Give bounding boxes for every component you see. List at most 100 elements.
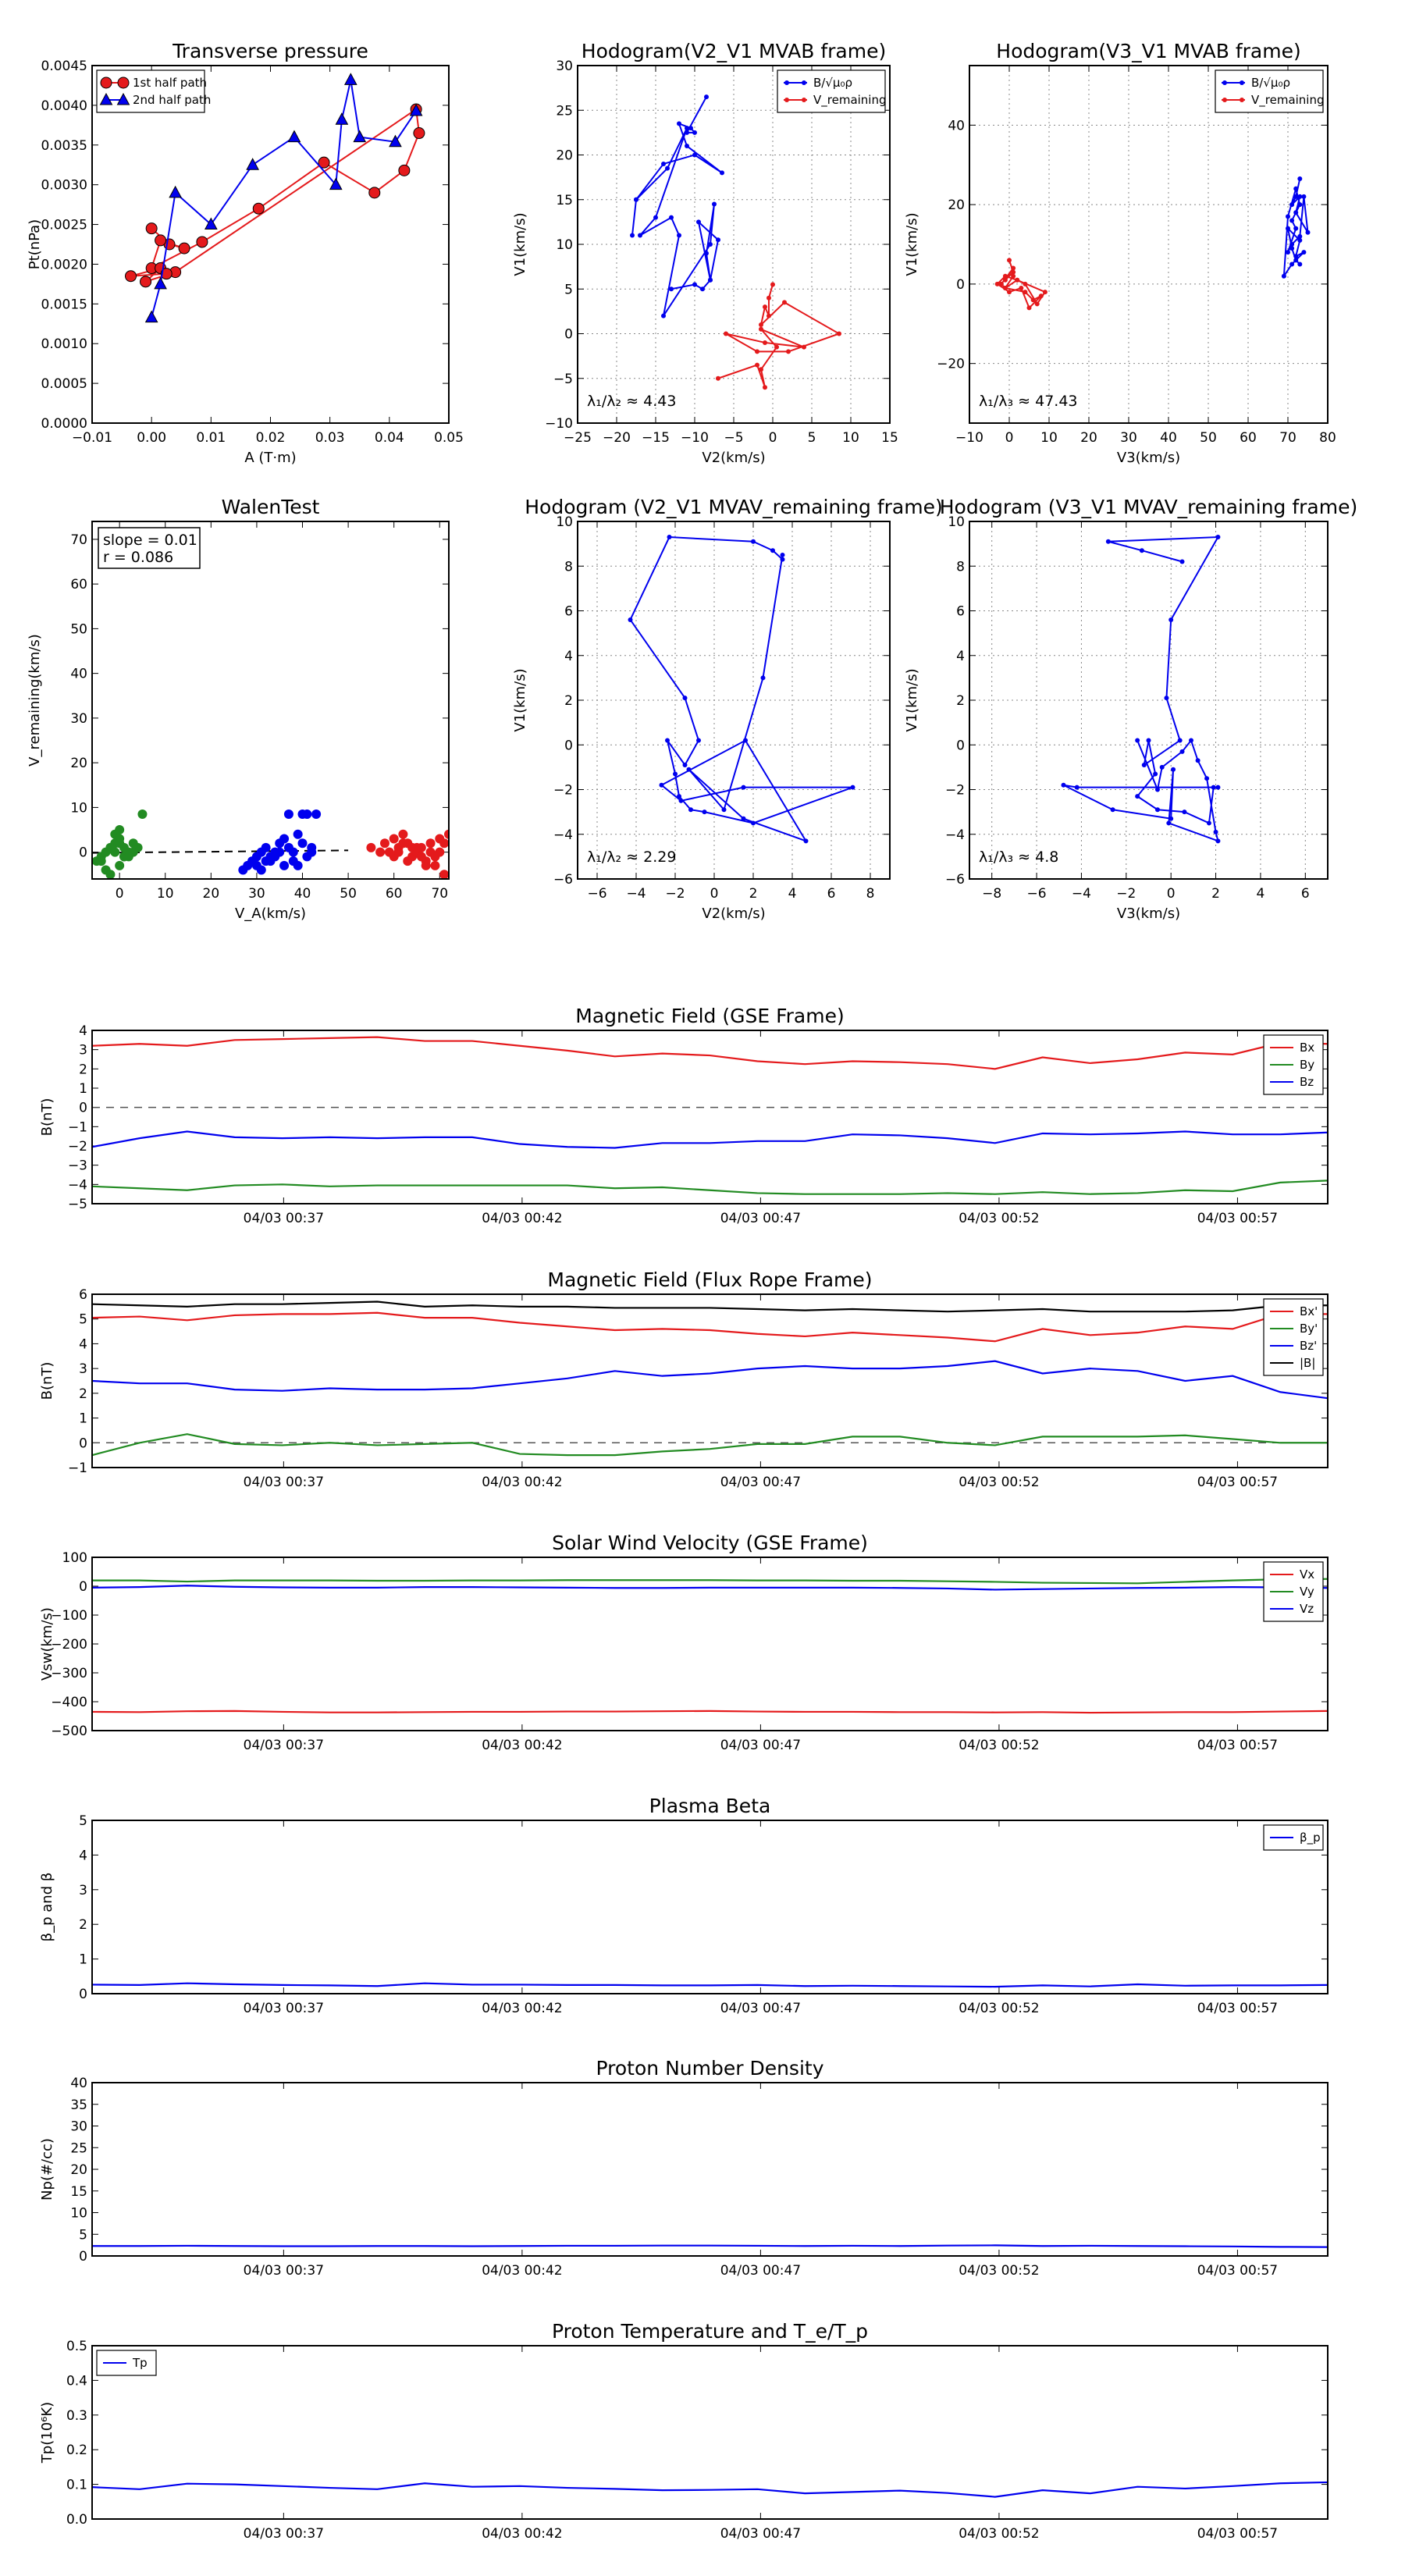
y-tick-label: 6 <box>956 604 965 620</box>
data-point <box>1002 277 1008 283</box>
chart-title: WalenTest <box>222 496 320 518</box>
legend-label: Tp <box>132 2356 148 2370</box>
y-tick-label: 40 <box>948 118 965 133</box>
x-tick-label: −25 <box>564 430 592 446</box>
y-tick-label: −2 <box>945 783 965 799</box>
data-point <box>160 268 173 280</box>
x-tick-label: 40 <box>294 886 311 902</box>
data-point <box>678 798 684 803</box>
y-tick-label: 20 <box>948 197 965 213</box>
data-point <box>204 217 218 230</box>
data-point <box>1297 176 1303 182</box>
x-tick-label: 04/03 00:57 <box>1197 1738 1278 1753</box>
data-point <box>1297 194 1303 199</box>
y-tick-label: −6 <box>945 872 965 888</box>
x-tick-label: 0 <box>769 430 777 446</box>
x-tick-label: 2 <box>749 886 758 902</box>
y-tick-label: 100 <box>62 1550 87 1566</box>
series-bx <box>92 1311 1328 1343</box>
y-tick-label: 35 <box>70 2097 87 2113</box>
y-tick-label: 2 <box>79 1917 87 1933</box>
y-tick-label: −4 <box>68 1177 87 1193</box>
chart-np: Proton Number Density 04/03 00:37 04/03 00… <box>39 2057 1329 2279</box>
data-point <box>677 233 681 238</box>
y-tick-label: −5 <box>553 372 573 387</box>
y-tick-label: 25 <box>556 103 573 119</box>
x-tick-label: −2 <box>665 886 685 902</box>
plot-frame <box>91 2345 1329 2520</box>
x-tick-label: 0.03 <box>315 430 345 446</box>
y-axis-label: V1(km/s) <box>512 668 528 731</box>
data-point <box>279 834 290 844</box>
x-tick-label: 04/03 00:52 <box>959 1211 1039 1226</box>
series-line <box>92 1300 1328 1313</box>
chart-tp: Transverse pressure −0.01 0.00 0.01 0.02 0.03… <box>27 40 464 466</box>
legend-marker <box>99 92 113 105</box>
data-point <box>669 215 674 220</box>
data-point <box>696 219 701 225</box>
data-point <box>1171 767 1176 772</box>
legend-marker <box>784 98 789 102</box>
y-tick-label: 0 <box>79 1436 87 1451</box>
x-tick-label: −5 <box>724 430 743 446</box>
data-point <box>403 856 413 866</box>
data-point <box>1206 820 1211 826</box>
x-tick-label: −0.01 <box>72 430 112 446</box>
y-tick-label: 5 <box>564 282 573 297</box>
y-tick-label: 3 <box>79 1361 87 1377</box>
y-tick-label: 0 <box>79 1579 87 1595</box>
y-tick-label: 0.0015 <box>41 297 87 312</box>
y-tick-label: 30 <box>556 59 573 74</box>
chart-title: Transverse pressure <box>172 40 368 62</box>
series-line <box>92 1710 1328 1714</box>
x-tick-label: 2 <box>1211 886 1220 902</box>
x-tick-label: 0.01 <box>196 430 226 446</box>
chart-title: Magnetic Field (Flux Rope Frame) <box>547 1268 872 1291</box>
data-point <box>252 202 265 215</box>
x-tick-label: 0.00 <box>137 430 166 446</box>
y-tick-label: 6 <box>564 604 573 620</box>
data-point <box>700 286 705 292</box>
plot-area <box>92 1300 1328 1457</box>
data-point <box>439 838 449 849</box>
y-tick-label: 50 <box>70 621 87 637</box>
data-point <box>1030 297 1036 303</box>
y-tick-label: 8 <box>956 559 965 575</box>
series-line <box>629 536 853 843</box>
x-axis-label: A (T·m) <box>244 450 296 466</box>
x-tick-label: 5 <box>808 430 816 446</box>
data-point <box>416 852 426 862</box>
y-tick-label: 30 <box>70 2119 87 2135</box>
data-point <box>780 552 785 557</box>
chart-mag_gse: Magnetic Field (GSE Frame) 04/03 00:37 04/… <box>39 1005 1329 1226</box>
legend-label: Vz <box>1300 1602 1314 1616</box>
y-tick-label: 0.0030 <box>41 178 87 194</box>
data-point <box>1007 258 1012 263</box>
plot-frame <box>91 1820 1329 1994</box>
data-point <box>1293 254 1299 259</box>
x-tick-label: 04/03 00:42 <box>482 1738 562 1753</box>
x-tick-label: 0 <box>1005 430 1014 446</box>
legend-box <box>777 69 886 113</box>
data-point <box>256 865 266 875</box>
plot-area <box>92 1578 1328 1714</box>
data-point <box>685 130 689 135</box>
y-tick-label: −4 <box>945 827 965 843</box>
data-point <box>123 852 133 862</box>
legend-label: β_p <box>1300 1831 1321 1845</box>
plot-frame <box>969 65 1329 424</box>
data-point <box>665 738 670 743</box>
stats-text: r = 0.086 <box>103 549 173 566</box>
data-point <box>661 161 666 166</box>
y-tick-label: 1 <box>79 1081 87 1097</box>
legend: Vx Vy Vz <box>1263 1561 1324 1622</box>
data-point <box>1154 787 1160 792</box>
data-point <box>411 842 422 852</box>
data-point <box>1105 539 1111 544</box>
x-tick-label: 04/03 00:52 <box>959 2001 1039 2016</box>
series-line <box>92 1311 1328 1343</box>
legend-marker <box>802 98 806 102</box>
y-tick-label: 2 <box>79 1062 87 1077</box>
data-point <box>430 852 440 862</box>
legend-marker <box>784 80 789 85</box>
